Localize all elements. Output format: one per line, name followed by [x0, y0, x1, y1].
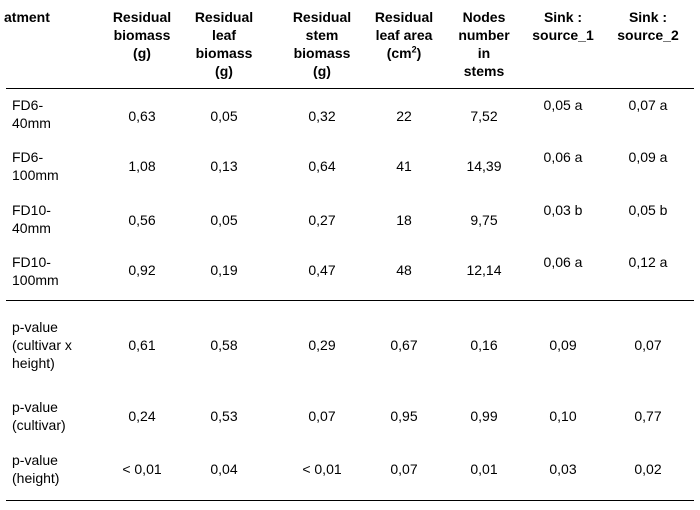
- row-label: FD6- 40mm: [12, 97, 51, 131]
- header-residual-biomass: Residual biomass (g): [112, 9, 172, 61]
- cell-sink-source-2: 0,07 a: [628, 97, 668, 113]
- header-bottom-rule: [6, 88, 694, 89]
- pvalue-sink-source-2: 0,77: [634, 408, 662, 424]
- cell-sink-source-1: 0,06 a: [543, 254, 583, 270]
- cell-nodes-number: 12,14: [466, 262, 502, 278]
- pvalue-residual-leaf-biomass: 0,58: [210, 337, 238, 353]
- pvalue-nodes-number: 0,16: [470, 337, 498, 353]
- cell-nodes-number: 14,39: [466, 158, 502, 174]
- header-residual-leaf-area-superscript: 2: [411, 44, 417, 55]
- header-residual-leaf-biomass: Residual leaf biomass (g): [194, 9, 254, 79]
- cell-residual-biomass: 1,08: [128, 158, 156, 174]
- pvalue-residual-stem-biomass: < 0,01: [302, 461, 342, 477]
- pvalue-sink-source-1: 0,10: [549, 408, 577, 424]
- cell-residual-leaf-biomass: 0,05: [210, 212, 238, 228]
- cell-residual-stem-biomass: 0,64: [308, 158, 336, 174]
- pvalue-sink-source-2: 0,07: [634, 337, 662, 353]
- pvalue-sink-source-1: 0,03: [549, 461, 577, 477]
- cell-residual-leaf-area: 22: [396, 108, 412, 124]
- section-divider-rule: [6, 300, 694, 301]
- pvalue-label: p-value (cultivar x height): [12, 319, 72, 371]
- cell-residual-leaf-biomass: 0,05: [210, 108, 238, 124]
- pvalue-nodes-number: 0,99: [470, 408, 498, 424]
- cell-residual-leaf-biomass: 0,13: [210, 158, 238, 174]
- pvalue-residual-stem-biomass: 0,29: [308, 337, 336, 353]
- cell-residual-stem-biomass: 0,32: [308, 108, 336, 124]
- header-sink-source-1: Sink : source_1: [532, 9, 594, 43]
- cell-residual-biomass: 0,63: [128, 108, 156, 124]
- cell-residual-biomass: 0,92: [128, 262, 156, 278]
- cell-residual-stem-biomass: 0,27: [308, 212, 336, 228]
- pvalue-residual-leaf-biomass: 0,04: [210, 461, 238, 477]
- cell-sink-source-2: 0,09 a: [628, 149, 668, 165]
- header-nodes-number: Nodes number in stems: [458, 9, 510, 79]
- pvalue-sink-source-1: 0,09: [549, 337, 577, 353]
- pvalue-residual-stem-biomass: 0,07: [308, 408, 336, 424]
- cell-sink-source-1: 0,05 a: [543, 97, 583, 113]
- cell-residual-leaf-area: 18: [396, 212, 412, 228]
- row-label: FD10- 40mm: [12, 202, 51, 236]
- cell-residual-leaf-area: 48: [396, 262, 412, 278]
- header-sink-source-2: Sink : source_2: [617, 9, 679, 43]
- pvalue-residual-biomass: < 0,01: [122, 461, 162, 477]
- pvalue-sink-source-2: 0,02: [634, 461, 662, 477]
- header-residual-leaf-area-text: Residual leaf area (cm: [374, 9, 434, 61]
- cell-residual-biomass: 0,56: [128, 212, 156, 228]
- cell-nodes-number: 9,75: [470, 212, 498, 228]
- header-residual-stem-biomass: Residual stem biomass (g): [292, 9, 352, 79]
- pvalue-residual-biomass: 0,61: [128, 337, 156, 353]
- cell-residual-leaf-biomass: 0,19: [210, 262, 238, 278]
- pvalue-residual-leaf-area: 0,07: [390, 461, 418, 477]
- cell-residual-stem-biomass: 0,47: [308, 262, 336, 278]
- header-residual-leaf-area: Residual leaf area (cm2): [364, 8, 444, 62]
- pvalue-residual-leaf-biomass: 0,53: [210, 408, 238, 424]
- pvalue-nodes-number: 0,01: [470, 461, 498, 477]
- cell-residual-leaf-area: 41: [396, 158, 412, 174]
- cell-sink-source-1: 0,03 b: [543, 202, 583, 218]
- header-residual-leaf-area-close: ): [416, 45, 422, 61]
- table-bottom-rule: [6, 500, 694, 501]
- pvalue-residual-leaf-area: 0,95: [390, 408, 418, 424]
- cell-sink-source-2: 0,12 a: [628, 254, 668, 270]
- header-treatment: atment: [4, 9, 50, 25]
- pvalue-label: p-value (cultivar): [12, 399, 66, 433]
- cell-sink-source-2: 0,05 b: [628, 202, 668, 218]
- cell-sink-source-1: 0,06 a: [543, 149, 583, 165]
- pvalue-residual-leaf-area: 0,67: [390, 337, 418, 353]
- row-label: FD10- 100mm: [12, 254, 59, 288]
- pvalue-residual-biomass: 0,24: [128, 408, 156, 424]
- pvalue-label: p-value (height): [12, 452, 60, 486]
- row-label: FD6- 100mm: [12, 149, 59, 183]
- cell-nodes-number: 7,52: [470, 108, 498, 124]
